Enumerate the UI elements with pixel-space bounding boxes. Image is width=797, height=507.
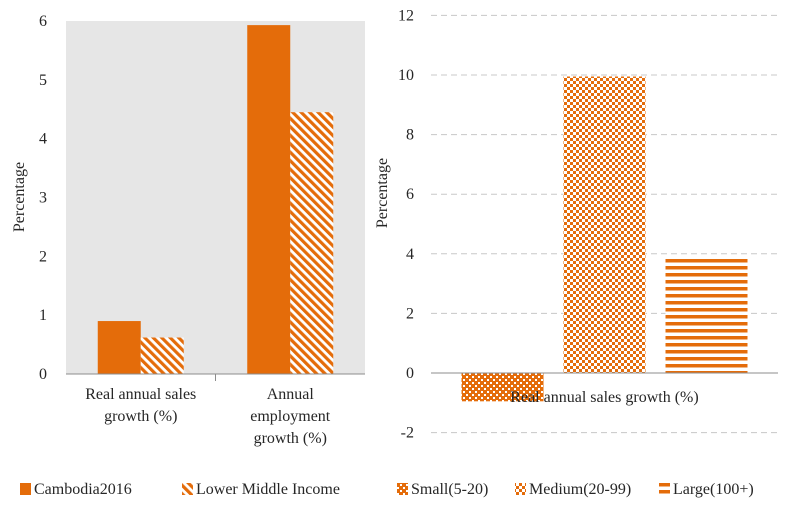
bar: [140, 337, 184, 374]
legend-swatch: [659, 483, 670, 495]
bars-left: [97, 25, 334, 375]
y-tick-labels-left: 0 1 2 3 4 5 6: [39, 13, 47, 383]
y-tick-label: 6: [39, 13, 47, 30]
x-category-label: Real annual sales growth (%): [510, 389, 698, 406]
y-tick-label: 3: [39, 190, 47, 207]
y-tick-label: 8: [406, 127, 414, 144]
x-category-label-line: employment: [250, 408, 331, 425]
legend-label: Cambodia2016: [34, 481, 132, 498]
y-tick-label: 5: [39, 72, 47, 89]
y-tick-label: 10: [398, 67, 414, 84]
bar: [97, 321, 141, 374]
bars-right: [461, 76, 748, 402]
x-category-labels-right: Real annual sales growth (%): [510, 389, 698, 406]
y-tick-label: 2: [39, 248, 47, 265]
y-tick-label: 2: [406, 305, 414, 322]
y-tick-labels-right: -2 0 2 4 6 8 10 12: [398, 7, 414, 441]
legend-label: Large(100+): [673, 481, 754, 498]
legend-swatch: [515, 483, 526, 495]
bar: [247, 25, 291, 374]
x-category-label-line: Annual: [267, 386, 315, 403]
y-axis-label-right: Percentage: [374, 158, 391, 228]
y-tick-label: 6: [406, 186, 414, 203]
y-tick-label: 12: [398, 7, 414, 24]
legend-label: Medium(20-99): [529, 481, 631, 498]
legend-label: Lower Middle Income: [196, 481, 340, 498]
legend-right: Small(5-20) Medium(20-99) Large(100+): [397, 481, 754, 498]
y-tick-label: 0: [406, 365, 414, 382]
legend-swatch: [182, 483, 193, 495]
x-category-label-line: Real annual sales: [85, 386, 196, 403]
legend-swatch: [20, 483, 31, 495]
x-category-label: Annual employment growth (%): [250, 386, 331, 447]
y-tick-label: 4: [406, 246, 414, 263]
y-tick-label: 1: [39, 307, 47, 324]
chart-right: -2 0 2 4 6 8 10 12 Real annual sales growth (%)…: [374, 7, 778, 442]
bar: [461, 373, 544, 402]
x-category-label: Real annual sales growth (%): [85, 386, 196, 425]
y-tick-label: -2: [401, 425, 414, 442]
x-category-label-line: growth (%): [254, 430, 327, 447]
y-tick-label: 0: [39, 366, 47, 383]
bar: [665, 256, 748, 373]
x-category-label-line: growth (%): [104, 408, 177, 425]
y-tick-label: 4: [39, 131, 47, 148]
legend-left: Cambodia2016 Lower Middle Income: [20, 481, 340, 498]
x-category-labels-left: Real annual sales growth (%) Annual employm…: [85, 386, 331, 447]
bar: [563, 76, 646, 374]
y-axis-label-left: Percentage: [11, 162, 28, 232]
legend-swatch: [397, 483, 408, 495]
legend-label: Small(5-20): [411, 481, 488, 498]
bar: [290, 112, 334, 375]
